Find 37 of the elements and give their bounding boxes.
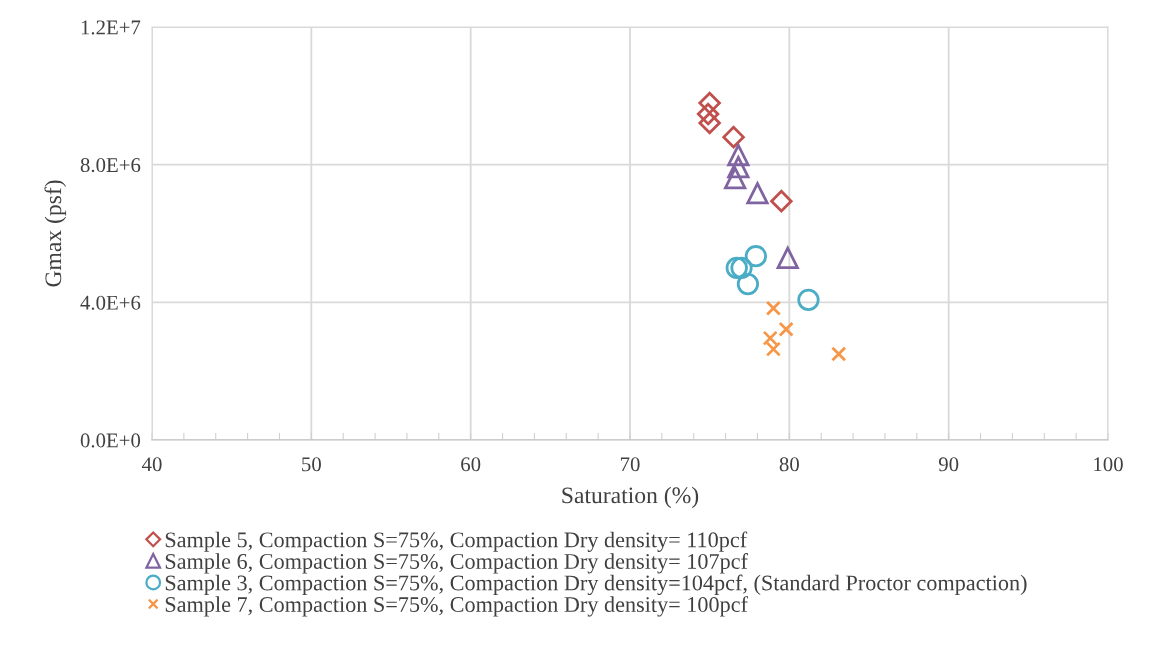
y-tick-label: 8.0E+6 [80, 158, 141, 173]
legend-label: Sample 3, Compaction S=75%, Compaction Dry density=104pcf, (Standard Proctor compaction) [165, 574, 1027, 596]
x-axis-title: Saturation (%) [562, 486, 699, 509]
point [696, 102, 720, 126]
point [746, 182, 769, 205]
point [831, 346, 847, 362]
point [698, 111, 721, 135]
point [762, 330, 778, 346]
point [776, 246, 799, 270]
point [770, 189, 793, 213]
point [724, 166, 747, 190]
point [725, 256, 748, 280]
x-tick-label: 90 [938, 457, 959, 472]
point [797, 288, 820, 312]
x-tick-label: 50 [302, 457, 321, 472]
point [765, 341, 782, 357]
legend-label: Sample 7, Compaction S=75%, Compaction Dry density= 100pcf [165, 596, 748, 617]
point [730, 256, 753, 280]
legend-label: Sample 6, Compaction S=75%, Compaction Dry density= 107pcf [165, 553, 748, 574]
point [698, 91, 721, 115]
x-tick-label: 100 [1094, 457, 1123, 472]
y-axis-title: Gmax (psf) [44, 180, 67, 287]
point [727, 155, 750, 179]
x-tick-label: 80 [779, 457, 799, 472]
x-tick-label: 60 [461, 457, 481, 472]
point [744, 245, 767, 268]
x-tick-label: 70 [620, 457, 640, 472]
point [765, 300, 782, 316]
y-tick-label: 4.0E+6 [80, 295, 141, 310]
x-tick-label: 40 [141, 457, 162, 472]
point [778, 321, 794, 337]
legend-label: Sample 5, Compaction S=75%, Compaction Dry density= 110pcf [165, 531, 748, 552]
y-tick-label: 0.0E+0 [80, 433, 141, 448]
y-tick-label: 1.2E+7 [81, 20, 141, 35]
point [736, 272, 760, 296]
point [727, 143, 750, 167]
point [722, 125, 745, 149]
